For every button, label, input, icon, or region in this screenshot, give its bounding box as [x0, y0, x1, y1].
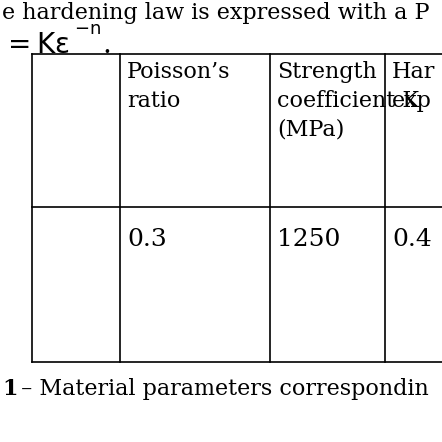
Text: 1: 1	[2, 378, 18, 400]
Text: $= \mathrm{K\varepsilon}$: $= \mathrm{K\varepsilon}$	[2, 32, 69, 59]
Text: .: .	[102, 32, 111, 59]
Text: 1250: 1250	[277, 228, 340, 251]
Text: 0.4: 0.4	[392, 228, 432, 251]
Text: e hardening law is expressed with a P: e hardening law is expressed with a P	[2, 2, 430, 24]
Text: $\mathsf{-n}$: $\mathsf{-n}$	[74, 20, 101, 38]
Text: – Material parameters correspondin: – Material parameters correspondin	[14, 378, 429, 400]
Text: 0.3: 0.3	[127, 228, 167, 251]
Text: Poisson’s
ratio: Poisson’s ratio	[127, 61, 230, 112]
Text: Har
exp: Har exp	[392, 61, 435, 112]
Text: Strength
coefficient K
(MPa): Strength coefficient K (MPa)	[277, 61, 419, 141]
